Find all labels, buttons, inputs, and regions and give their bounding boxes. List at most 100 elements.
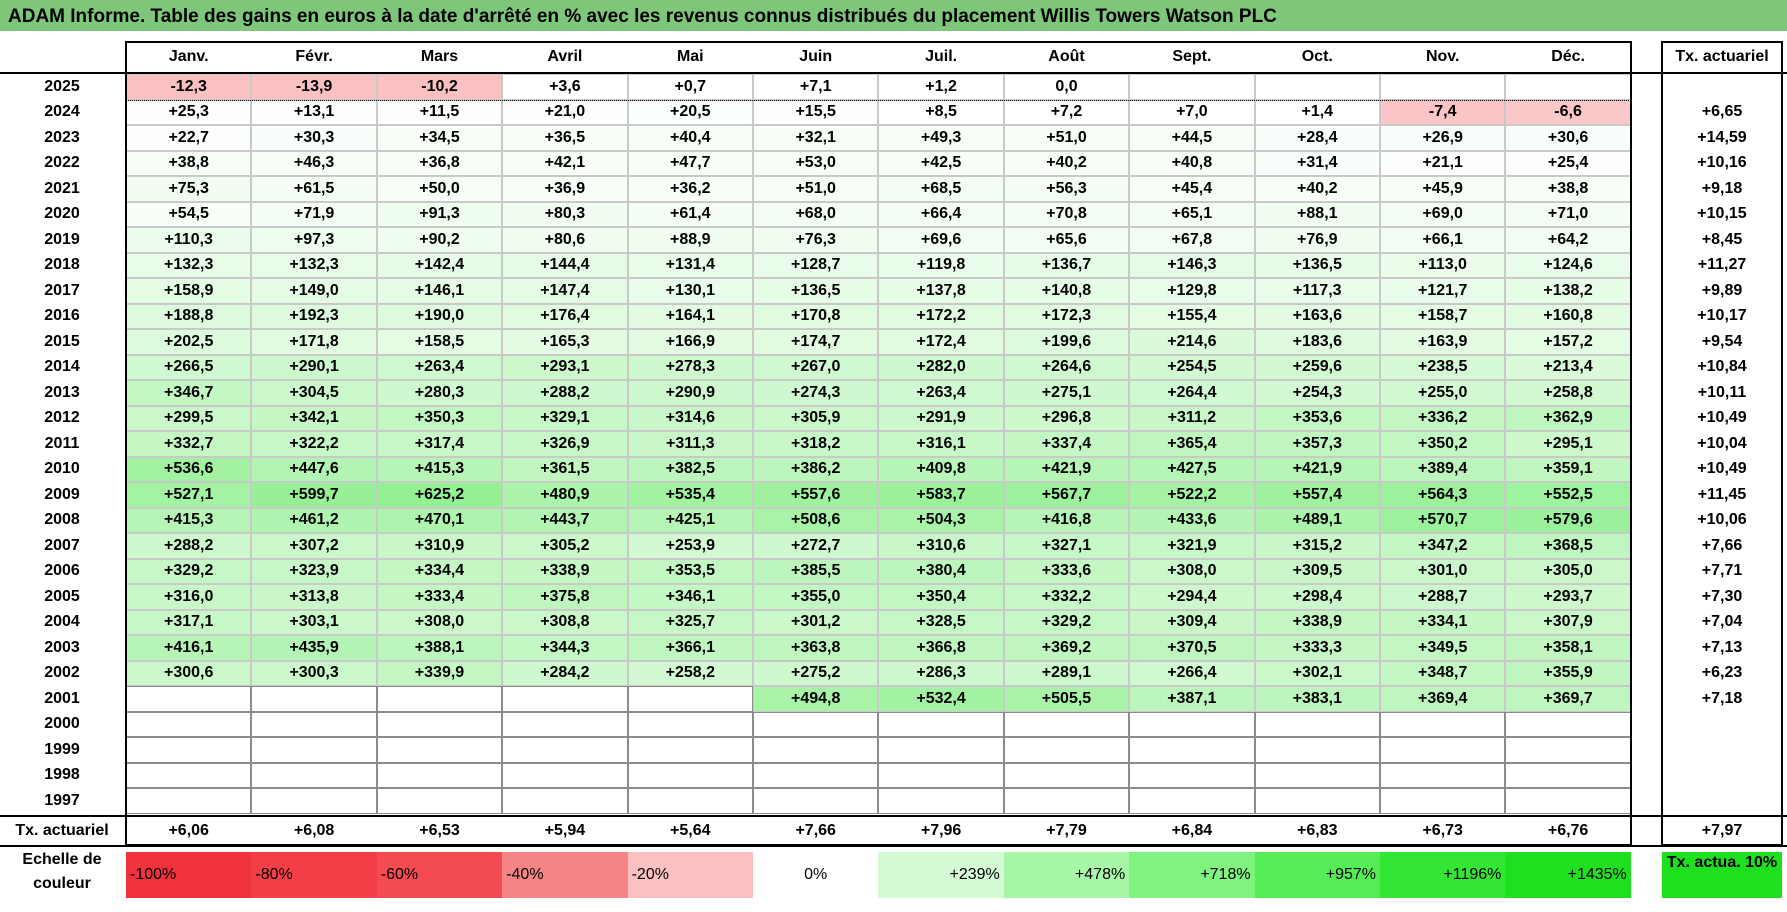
return-cell: +158,5	[376, 329, 503, 355]
empty-cell	[1129, 788, 1255, 814]
year-label: 1997	[44, 791, 80, 809]
return-cell: +333,6	[1003, 558, 1130, 584]
return-cell: +300,6	[126, 660, 252, 686]
return-cell: +38,8	[1505, 176, 1631, 202]
return-cell: +416,8	[1003, 507, 1130, 533]
return-cell: +329,2	[1003, 609, 1130, 635]
return-cell: +564,3	[1380, 482, 1506, 508]
annual-rate-cell: +7,30	[1701, 587, 1743, 605]
return-cell: +322,2	[251, 431, 377, 457]
annual-rate-cell: +10,84	[1697, 358, 1747, 376]
return-cell: +202,5	[126, 329, 252, 355]
color-scale-swatch: +1435%	[1505, 852, 1631, 898]
return-cell: +435,9	[251, 635, 377, 661]
return-cell: +76,9	[1254, 227, 1380, 253]
return-cell: +258,8	[1505, 380, 1631, 406]
footer-rate-cell: +6,08	[293, 821, 335, 839]
return-cell: +65,6	[1003, 227, 1130, 253]
return-cell: +421,9	[1003, 456, 1130, 482]
footer-rate-cell: +7,79	[1046, 821, 1087, 839]
empty-cell	[126, 686, 252, 712]
return-cell: +51,0	[1003, 125, 1130, 151]
return-cell: +199,6	[1003, 329, 1130, 355]
empty-cell	[376, 737, 503, 763]
return-cell: +26,9	[1380, 125, 1506, 151]
return-cell: +339,9	[376, 660, 503, 686]
return-cell: +213,4	[1505, 354, 1631, 380]
return-cell: +307,9	[1505, 609, 1631, 635]
return-cell: +359,1	[1505, 456, 1631, 482]
return-cell: -7,4	[1380, 99, 1506, 125]
return-cell: +263,4	[878, 380, 1004, 406]
return-cell: +599,7	[251, 482, 377, 508]
year-label: 2006	[44, 562, 80, 580]
color-scale-swatch: +957%	[1254, 852, 1380, 898]
return-cell: +80,3	[502, 201, 628, 227]
empty-cell	[376, 711, 503, 737]
year-label: 2016	[44, 307, 80, 325]
empty-cell	[376, 762, 503, 788]
return-cell: +294,4	[1129, 584, 1255, 610]
year-label: 2021	[44, 179, 80, 197]
empty-cell	[1129, 737, 1255, 763]
empty-cell	[1254, 762, 1380, 788]
page-title: ADAM Informe. Table des gains en euros à…	[0, 0, 1787, 33]
return-cell: +42,1	[502, 150, 628, 176]
return-cell: +21,0	[502, 99, 628, 125]
return-cell: +344,3	[502, 635, 628, 661]
return-cell: +110,3	[126, 227, 252, 253]
return-cell: +164,1	[627, 303, 753, 329]
return-cell: +21,1	[1380, 150, 1506, 176]
return-cell: +266,4	[1129, 660, 1255, 686]
year-label: 2003	[44, 638, 80, 656]
return-cell: +61,5	[251, 176, 377, 202]
color-scale-swatch: 0%	[753, 852, 879, 898]
return-cell: +489,1	[1254, 507, 1380, 533]
return-cell: +264,4	[1129, 380, 1255, 406]
annual-rate-cell: +7,13	[1701, 638, 1743, 656]
return-cell: +263,4	[376, 354, 503, 380]
annual-rate-cell: +14,59	[1697, 128, 1747, 146]
empty-cell	[753, 762, 879, 788]
empty-cell	[627, 686, 753, 712]
color-scale-swatch: -100%	[126, 852, 252, 898]
annual-rate-cell: +9,89	[1701, 281, 1743, 299]
return-cell: +317,4	[376, 431, 503, 457]
return-cell: -12,3	[126, 74, 252, 100]
return-cell: +415,3	[376, 456, 503, 482]
return-cell: +387,1	[1129, 686, 1255, 712]
return-cell: +353,5	[627, 558, 753, 584]
return-cell: +69,0	[1380, 201, 1506, 227]
return-cell: +214,6	[1129, 329, 1255, 355]
return-cell: +76,3	[753, 227, 879, 253]
empty-cell	[1003, 711, 1130, 737]
empty-cell	[1254, 737, 1380, 763]
empty-cell	[1505, 711, 1631, 737]
empty-cell	[1380, 737, 1506, 763]
return-cell: +36,9	[502, 176, 628, 202]
return-cell: +30,6	[1505, 125, 1631, 151]
return-cell: +309,5	[1254, 558, 1380, 584]
annual-rate-header: Tx. actuariel	[1675, 48, 1769, 65]
return-cell: +128,7	[753, 252, 879, 278]
return-cell: +289,1	[1003, 660, 1130, 686]
return-cell: +314,6	[627, 405, 753, 431]
return-cell: +318,2	[753, 431, 879, 457]
return-cell: +34,5	[376, 125, 503, 151]
annual-rate-cell: +9,54	[1701, 332, 1743, 350]
return-cell: +443,7	[502, 507, 628, 533]
return-cell: +290,9	[627, 380, 753, 406]
year-label: 2000	[44, 715, 80, 733]
empty-cell	[1380, 788, 1506, 814]
year-label: 2013	[44, 383, 80, 401]
return-cell: +311,2	[1129, 405, 1255, 431]
return-cell: +255,0	[1380, 380, 1506, 406]
month-header: Août	[1048, 48, 1085, 65]
return-cell: +321,9	[1129, 533, 1255, 559]
return-cell: +333,4	[376, 584, 503, 610]
return-cell: +132,3	[126, 252, 252, 278]
return-cell: +370,5	[1129, 635, 1255, 661]
return-cell: +238,5	[1380, 354, 1506, 380]
return-cell: +348,7	[1380, 660, 1506, 686]
return-cell: +302,1	[1254, 660, 1380, 686]
